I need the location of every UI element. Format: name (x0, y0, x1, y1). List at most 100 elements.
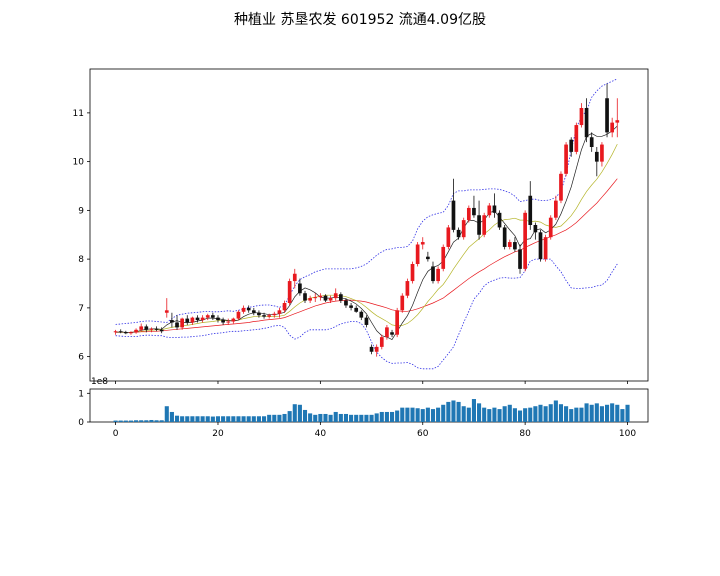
candle-body-up (134, 329, 138, 333)
volume-bar (533, 406, 538, 422)
candle-body-up (313, 297, 318, 299)
volume-bar (287, 411, 292, 422)
candle-body-down (144, 326, 149, 330)
volume-bar (564, 406, 569, 422)
volume-bar (190, 416, 195, 422)
volume-bar (308, 413, 313, 422)
price-y-tick-label: 11 (73, 109, 84, 119)
candle-body-down (154, 328, 159, 330)
volume-bar (374, 413, 379, 422)
volume-bar (569, 409, 574, 422)
volume-bar (451, 400, 456, 422)
candle-body-up (487, 205, 492, 216)
candle-body-up (559, 173, 563, 201)
candle-body-up (564, 144, 568, 174)
volume-offset-label: 1e8 (91, 377, 108, 387)
volume-bar (318, 413, 323, 422)
volume-bar (420, 409, 425, 422)
candle-body-down (195, 317, 200, 321)
candle-body-up (610, 122, 615, 133)
volume-bar (272, 414, 277, 422)
candle-body-up (405, 281, 410, 296)
candle-body-up (277, 310, 282, 314)
candle-body-up (446, 227, 451, 247)
candle-body-up (548, 217, 553, 238)
volume-bar (113, 420, 118, 422)
volume-bar (149, 419, 154, 422)
volume-bar (548, 404, 553, 422)
candle-body-down (477, 215, 481, 235)
volume-bar (169, 411, 174, 422)
volume-bar (620, 409, 625, 422)
volume-bar (553, 400, 558, 422)
volume-bar (369, 414, 374, 422)
candle-body-up (180, 318, 184, 328)
volume-bar (466, 407, 471, 422)
candle-body-down (298, 283, 302, 294)
price-y-tick-label: 10 (73, 158, 85, 168)
volume-bar (282, 413, 287, 422)
candle-body-up (600, 144, 604, 162)
volume-bar (144, 420, 149, 422)
candle-body-down (605, 98, 609, 133)
volume-bar (215, 416, 221, 422)
volume-bar (154, 420, 159, 422)
volume-bar (123, 420, 128, 422)
candle-body-up (328, 298, 333, 301)
x-axis: 0 20 40 60 80 100 (113, 381, 636, 439)
candle-body-up (482, 215, 487, 235)
candle-body-up (205, 315, 210, 318)
volume-bar (477, 403, 482, 422)
price-plot-frame (89, 68, 649, 382)
volume-bar (502, 406, 507, 422)
candle-body-up (410, 264, 415, 282)
candle-body-up (282, 303, 287, 311)
volume-bar (584, 403, 589, 422)
candle-body-down (349, 305, 353, 308)
volume-bar (302, 409, 308, 422)
moving-averages (115, 125, 618, 341)
candle-body-down (390, 332, 394, 335)
volume-bar (241, 416, 246, 422)
ma-long-line (115, 178, 618, 333)
volume-bar (538, 404, 543, 422)
candle-body-up (615, 120, 620, 123)
volume-bar (231, 416, 236, 422)
candles (113, 83, 620, 357)
candle-body-down (221, 320, 225, 323)
candle-body-down (246, 307, 251, 311)
candle-body-up (395, 310, 399, 335)
candle-body-up (129, 332, 133, 334)
volume-bar (441, 404, 446, 422)
candle-body-down (584, 108, 589, 138)
candle-body-down (472, 207, 476, 216)
volume-bar (492, 407, 497, 422)
candle-body-down (251, 310, 256, 313)
candle-body-down (257, 312, 261, 316)
volume-bar (364, 414, 369, 422)
candle-body-down (497, 212, 502, 228)
candle-body-up (436, 268, 440, 282)
candle-body-up (200, 317, 205, 321)
candle-body-down (123, 332, 128, 334)
volume-bar (389, 411, 395, 422)
candle-body-down (451, 200, 456, 230)
candle-body-up (523, 212, 527, 269)
volume-bar (328, 414, 333, 422)
candle-body-up (507, 242, 512, 247)
volume-bar (471, 399, 476, 422)
ma-short-line (115, 125, 618, 341)
candle-body-up (466, 207, 471, 221)
volume-bar (497, 409, 502, 422)
volume-bar (174, 415, 180, 422)
x-tick-label: 60 (417, 429, 429, 439)
candle-body-up (164, 310, 169, 313)
bollinger-lower-line (115, 258, 618, 370)
x-tick-label: 20 (212, 429, 224, 439)
candle-body-down (538, 232, 543, 260)
volume-bar (180, 416, 185, 422)
x-tick-label: 100 (619, 429, 636, 439)
x-tick-label: 80 (519, 429, 531, 439)
candle-body-up (420, 242, 425, 245)
volume-bar (185, 416, 190, 422)
